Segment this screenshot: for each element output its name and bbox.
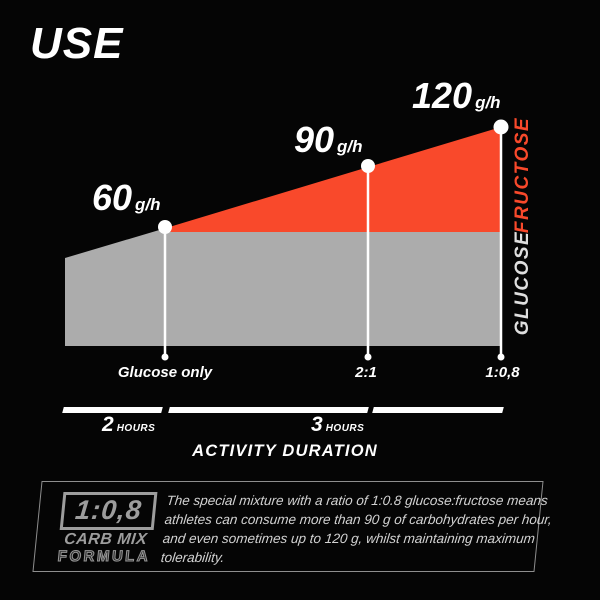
bracket-3-unit: HOURS xyxy=(325,423,365,434)
formula-info-box: 1:0,8 CARB MIX FORMULA The special mixtu… xyxy=(32,481,553,572)
formula-description-line: athletes can consume more than 90 g of c… xyxy=(163,512,553,527)
duration-bar-segment-2 xyxy=(168,407,369,413)
bracket-label-2-hours: 2 HOURS xyxy=(102,414,155,435)
x-tick-glucose-only: Glucose only xyxy=(117,364,213,381)
point-unit-90: g/h xyxy=(337,137,363,156)
badge-carb-mix: CARB MIX xyxy=(63,531,149,548)
glucose-series-label: GLUCOSE xyxy=(512,230,533,336)
x-tick-1-0-8: 1:0,8 xyxy=(485,364,520,381)
point-label-120: 120 g/h xyxy=(412,78,501,114)
carb-mix-badge: 1:0,8 CARB MIX FORMULA xyxy=(56,492,158,566)
bracket-3-value: 3 xyxy=(311,413,323,436)
badge-formula: FORMULA xyxy=(56,548,152,566)
point-value-90: 90 xyxy=(294,119,335,160)
formula-description-line: and even sometimes up to 120 g, whilst m… xyxy=(162,531,536,546)
formula-description-line: The special mixture with a ratio of 1:0.… xyxy=(165,493,549,508)
badge-ratio: 1:0,8 xyxy=(59,492,158,530)
data-point-dot-120 xyxy=(493,119,509,135)
point-value-60: 60 xyxy=(92,177,133,218)
point-label-90: 90 g/h xyxy=(294,122,363,158)
bracket-2-unit: HOURS xyxy=(116,423,156,434)
bracket-label-3-hours: 3 HOURS xyxy=(311,414,364,435)
formula-description-line: tolerability. xyxy=(160,550,226,565)
data-point-dot-60 xyxy=(158,220,172,234)
point-unit-60: g/h xyxy=(135,195,161,214)
glucose-area xyxy=(65,228,502,346)
page-title: USE xyxy=(30,19,124,68)
point-unit-120: g/h xyxy=(475,93,501,112)
fructose-area xyxy=(166,127,501,232)
tick-dot-1-0-8 xyxy=(497,353,505,361)
tick-dot-2-1 xyxy=(364,353,372,361)
tick-dot-glucose-only xyxy=(161,353,169,361)
point-label-60: 60 g/h xyxy=(92,180,161,216)
point-value-120: 120 xyxy=(412,75,473,116)
formula-description: The special mixture with a ratio of 1:0.… xyxy=(160,491,560,567)
bracket-2-value: 2 xyxy=(102,413,114,436)
duration-bar-segment-3 xyxy=(372,407,504,413)
x-tick-2-1: 2:1 xyxy=(355,364,377,381)
x-axis-title: ACTIVITY DURATION xyxy=(192,442,378,460)
data-point-dot-90 xyxy=(361,159,375,173)
